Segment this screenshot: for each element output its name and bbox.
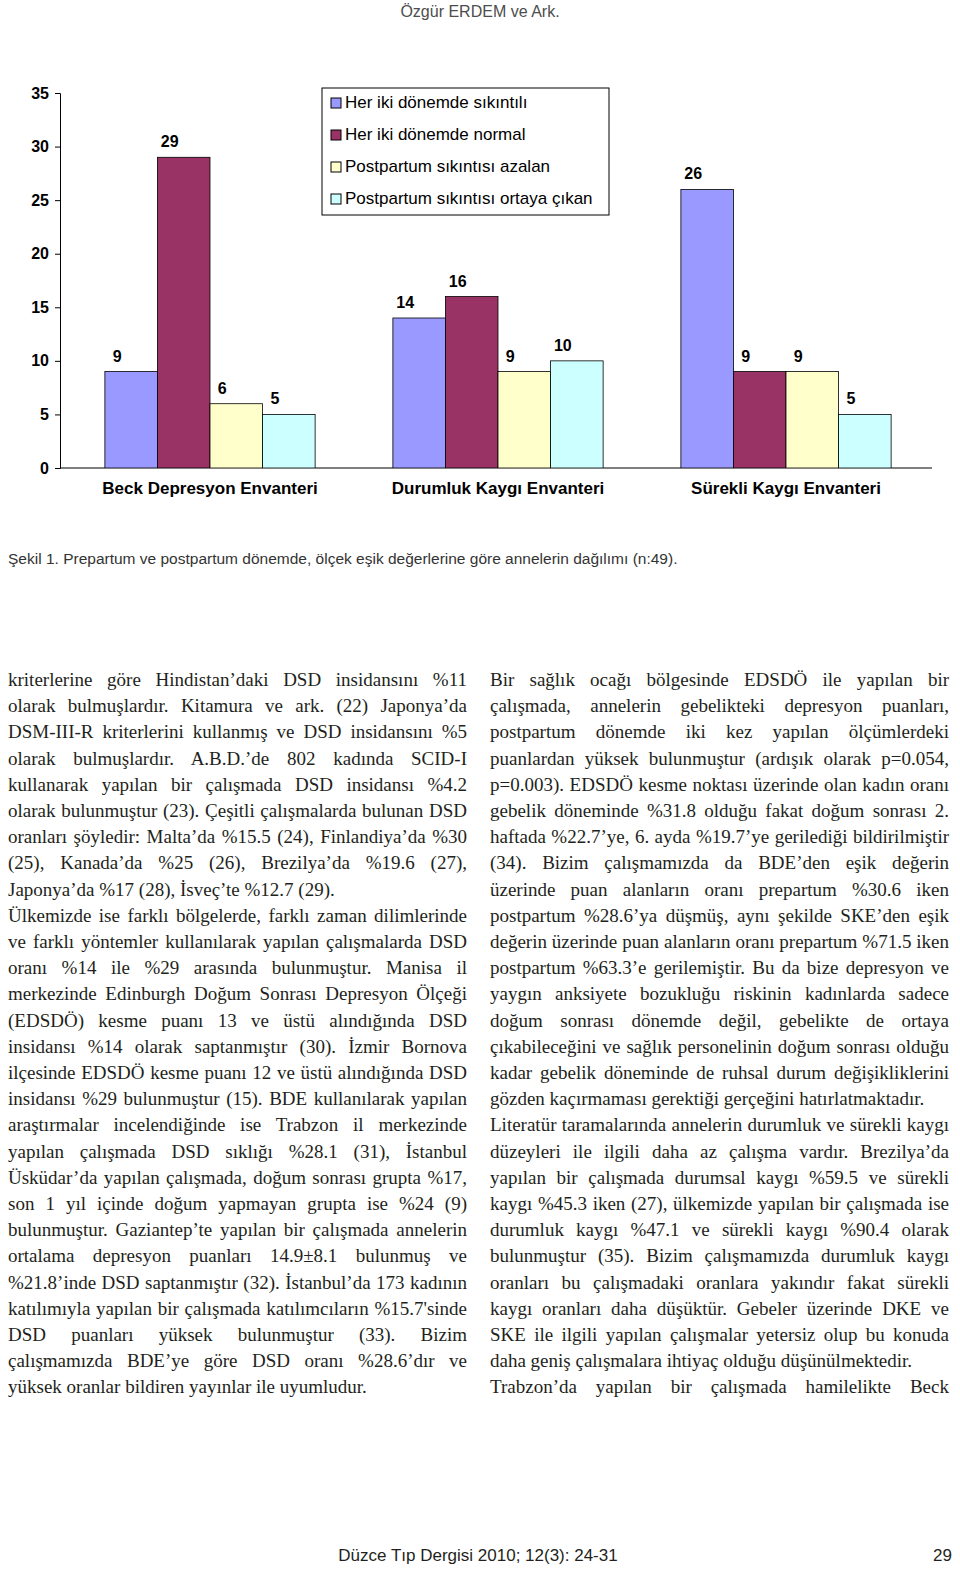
y-tick-mark xyxy=(55,254,60,255)
footer-journal: Düzce Tıp Dergisi 2010; 12(3): 24-31 xyxy=(0,1546,956,1566)
y-tick-label: 5 xyxy=(40,406,49,423)
legend-label: Her iki dönemde sıkıntılı xyxy=(345,93,527,112)
x-tick-label: Durumluk Kaygı Envanteri xyxy=(392,479,605,498)
bars xyxy=(105,157,891,468)
data-label: 14 xyxy=(396,294,414,311)
bar xyxy=(839,414,892,468)
y-tick-label: 35 xyxy=(31,85,49,102)
legend-swatch xyxy=(331,194,341,204)
data-label: 6 xyxy=(218,380,227,397)
y-tick-mark xyxy=(55,414,60,415)
y-tick-mark xyxy=(55,307,60,308)
legend: Her iki dönemde sıkıntılı Her iki dönemde… xyxy=(322,88,609,215)
paragraph: kriterlerine göre Hindistan’daki DSD ins… xyxy=(8,667,467,903)
paragraph: Ülkemizde ise farklı bölgelerde, farklı … xyxy=(8,903,467,1401)
data-label: 5 xyxy=(270,390,279,407)
page-number: 29 xyxy=(933,1546,952,1566)
y-tick: 0 xyxy=(40,460,60,477)
legend-swatch xyxy=(331,162,341,172)
bar xyxy=(157,157,210,468)
data-label: 9 xyxy=(113,348,122,365)
y-tick-label: 10 xyxy=(31,352,49,369)
bar xyxy=(263,414,316,468)
y-tick: 20 xyxy=(31,245,60,262)
y-axis-line xyxy=(55,94,61,469)
data-label: 9 xyxy=(794,348,803,365)
y-tick-label: 0 xyxy=(40,460,49,477)
paragraph: Trabzon’da yapılan bir çalışmada hamilel… xyxy=(490,1374,949,1400)
bar xyxy=(551,361,604,468)
paragraph: Bir sağlık ocağı bölgesinde EDSDÖ ile ya… xyxy=(490,667,949,1112)
paragraph: Literatür taramalarında annelerin duruml… xyxy=(490,1112,949,1374)
x-axis: Beck Depresyon Envanteri Durumluk Kaygı E… xyxy=(60,468,932,498)
bar xyxy=(445,297,498,468)
y-tick-mark xyxy=(55,361,60,362)
y-tick-label: 15 xyxy=(31,299,49,316)
legend-swatch xyxy=(331,130,341,140)
y-tick-label: 30 xyxy=(31,138,49,155)
chart: 0 5 10 15 20 25 30 35 Beck Depresyon Envanteri Du… xyxy=(0,0,960,530)
bar xyxy=(498,372,551,468)
data-label: 10 xyxy=(554,337,572,354)
y-tick-mark xyxy=(55,147,60,148)
legend-label: Postpartum sıkıntısı ortaya çıkan xyxy=(345,189,593,208)
x-tick: Sürekli Kaygı Envanteri xyxy=(691,468,881,498)
figure-caption: Şekil 1. Prepartum ve postpartum dönemde… xyxy=(8,550,953,568)
x-tick-label: Beck Depresyon Envanteri xyxy=(102,479,317,498)
running-title: Özgür ERDEM ve Ark. xyxy=(0,3,960,21)
y-tick: 5 xyxy=(40,406,60,423)
data-label: 9 xyxy=(741,348,750,365)
data-label: 29 xyxy=(161,133,179,150)
legend-label: Her iki dönemde normal xyxy=(345,125,525,144)
y-tick: 15 xyxy=(31,299,60,316)
data-label: 26 xyxy=(684,165,702,182)
data-label: 16 xyxy=(449,273,467,290)
y-tick: 30 xyxy=(31,138,60,155)
text-column: Bir sağlık ocağı bölgesinde EDSDÖ ile ya… xyxy=(490,667,949,1401)
y-axis: 0 5 10 15 20 25 30 35 xyxy=(31,85,60,477)
y-tick: 35 xyxy=(31,85,60,102)
x-tick: Beck Depresyon Envanteri xyxy=(102,468,317,498)
data-label: 9 xyxy=(506,348,515,365)
data-labels: 9 14 26 29 16 9 6 9 9 5 10 5 xyxy=(113,133,856,407)
x-tick-label: Sürekli Kaygı Envanteri xyxy=(691,479,881,498)
bar xyxy=(733,372,786,468)
y-tick-mark xyxy=(55,468,60,469)
legend-label: Postpartum sıkıntısı azalan xyxy=(345,157,550,176)
bar xyxy=(681,189,734,468)
text-column: kriterlerine göre Hindistan’daki DSD ins… xyxy=(8,667,467,1401)
data-label: 5 xyxy=(846,390,855,407)
y-tick: 10 xyxy=(31,352,60,369)
y-tick-mark xyxy=(55,200,60,201)
bar xyxy=(786,372,839,468)
y-tick-label: 25 xyxy=(31,192,49,209)
y-tick-mark xyxy=(55,93,60,94)
y-tick-label: 20 xyxy=(31,245,49,262)
y-tick: 25 xyxy=(31,192,60,209)
legend-swatch xyxy=(331,98,341,108)
bar xyxy=(210,404,263,468)
bar xyxy=(393,318,446,468)
bar xyxy=(105,372,158,468)
x-tick: Durumluk Kaygı Envanteri xyxy=(392,468,605,498)
legend-box xyxy=(322,88,609,215)
